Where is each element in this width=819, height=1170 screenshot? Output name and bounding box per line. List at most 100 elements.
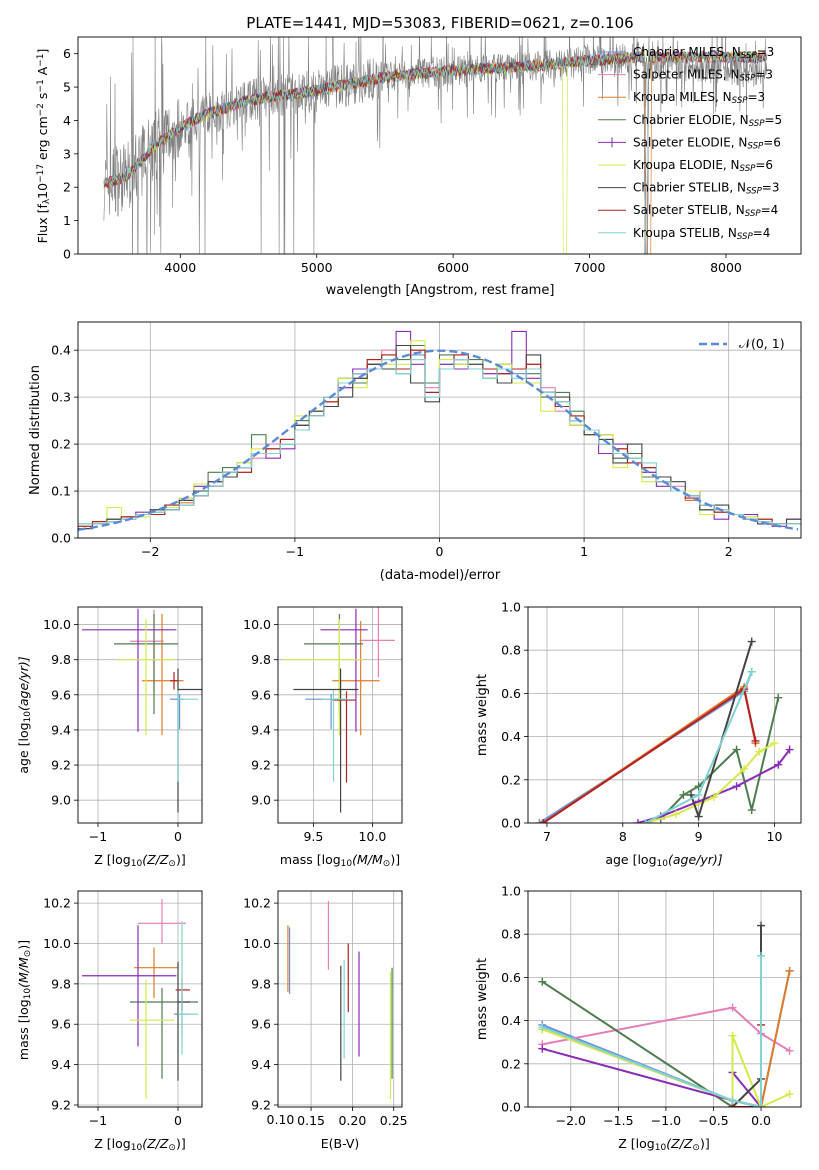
y-tick-label: 9.8	[251, 976, 271, 991]
legend-entry: Kroupa STELIB, NSSP=4	[598, 226, 770, 242]
y-tick-label: 0	[63, 247, 71, 262]
axes-frame	[77, 36, 802, 255]
legend-label-part: Chabrier STELIB, N	[633, 181, 746, 195]
axes-frame	[277, 890, 403, 1108]
x-axis-label-part: 10	[131, 1143, 143, 1153]
y-tick-label: 0.8	[501, 927, 521, 942]
series-marker	[679, 790, 688, 799]
legend-label-part: Salpeter STELIB, N	[633, 203, 745, 217]
legend-label-part: =3	[755, 68, 773, 82]
y-axis-label-part: 10	[35, 183, 50, 199]
y-tick-label: 0.4	[501, 1013, 521, 1028]
y-tick-label: 1.0	[501, 600, 521, 615]
y-axis-label-part: −17	[36, 164, 46, 183]
series-marker	[770, 739, 779, 748]
errorbar-kroupa-elodie	[118, 619, 174, 736]
x-axis-label-part: )]	[176, 1136, 186, 1151]
x-axis-label: age [log10(age/yr)]	[605, 852, 722, 869]
x-tick-label: −1.0	[651, 1113, 681, 1128]
x-axis-label-part: )]	[390, 852, 400, 867]
legend-label-part: Kroupa MILES, N	[633, 90, 732, 104]
x-tick-label: 7	[543, 829, 551, 844]
y-tick-label: 9.6	[251, 1017, 271, 1032]
y-axis-label-part: 10	[23, 988, 33, 1000]
y-tick-label: 10.0	[243, 936, 271, 951]
legend-label-part: =6	[755, 158, 773, 172]
grid	[78, 607, 202, 823]
legend-label-part: Kroupa ELODIE, N	[633, 158, 740, 172]
series-line-chabrier-elodie	[541, 980, 762, 1107]
errorbar-kroupa-stelib	[177, 690, 198, 782]
y-tick-label: 10.0	[243, 617, 271, 632]
y-axis-label-part: −1	[36, 54, 46, 67]
y-tick-label: 0.6	[501, 686, 521, 701]
series-marker	[740, 765, 749, 773]
legend-label-part: SSP	[732, 96, 749, 106]
x-tick-label: −2.0	[556, 1113, 586, 1128]
legend-label-part: =6	[763, 135, 781, 149]
y-axis-label: Flux [fλ10−17 erg cm−2 s−1 A−1]	[35, 49, 52, 244]
legend-label-part: Kroupa STELIB, N	[633, 226, 737, 240]
series-marker	[633, 819, 642, 823]
series-marker	[785, 745, 794, 754]
axes-frame	[77, 606, 203, 824]
errorbar-chabrier-stelib	[293, 668, 359, 813]
x-axis-label-part: ⊙	[383, 859, 391, 869]
legend-entry: Salpeter ELODIE, NSSP=6	[598, 135, 781, 152]
y-tick-label: 9.6	[51, 687, 71, 702]
series-marker	[774, 693, 783, 702]
x-tick-label: 10	[767, 829, 783, 844]
legend-entry: Salpeter STELIB, NSSP=4	[598, 203, 778, 219]
legend-label: Salpeter STELIB, NSSP=4	[633, 203, 778, 219]
y-axis-label-part: s	[35, 93, 50, 104]
legend-label-part: SSP	[740, 164, 757, 174]
series-line-kroupa-stelib	[541, 955, 762, 1107]
series-marker	[728, 1031, 737, 1040]
x-axis-label: Z [log10(Z/Z⊙)]	[94, 1136, 185, 1153]
x-tick-label: 0	[174, 1113, 182, 1128]
series-marker	[755, 747, 764, 756]
histogram-step-kroupa-stelib	[78, 359, 801, 525]
errorbar-kroupa-elodie	[130, 979, 174, 1099]
mass-vs-ebv-axes: 0.15 0.20 0.25 9.2 9.4 9.6 9.8 10.0 10.2	[243, 891, 408, 1128]
y-axis-label-part: ⊙	[23, 950, 33, 958]
y-tick-label: 9.4	[251, 1057, 271, 1072]
x-tick-label: −1	[286, 544, 304, 559]
legend-entry: Kroupa MILES, NSSP=3	[598, 90, 765, 106]
y-axis-label-part: A	[35, 66, 50, 79]
x-tick-label: 8	[619, 829, 627, 844]
errorbar-salpeter-miles	[138, 899, 186, 944]
y-tick-label: 10.0	[43, 617, 71, 632]
series-marker	[757, 951, 766, 960]
series-marker	[535, 819, 544, 823]
legend-entry: Chabrier MILES, NSSP=3	[598, 45, 774, 61]
axes-frame	[77, 321, 802, 539]
y-tick-label: 2	[63, 180, 71, 195]
series-marker	[747, 667, 756, 676]
x-axis-label-part: Z [log	[94, 852, 130, 867]
plot-area	[538, 921, 794, 1107]
series-marker	[728, 1096, 737, 1105]
errorbar-kroupa-miles	[142, 614, 184, 736]
x-axis-label: mass [log10(M/M⊙)]	[280, 852, 400, 869]
legend-entry: Salpeter MILES, NSSP=3	[598, 68, 773, 84]
x-axis-label-part: Z [log	[618, 1136, 654, 1151]
y-tick-label: 0.6	[501, 970, 521, 985]
x-tick-label: 9	[695, 829, 703, 844]
errorbar-salpeter-elodie	[320, 608, 368, 732]
y-axis-label-part: 10	[23, 711, 33, 723]
plot-area	[82, 608, 202, 813]
legend-label-part: =3	[757, 45, 775, 59]
series-marker	[641, 819, 650, 823]
errorbar-salpeter-elodie	[82, 608, 177, 732]
y-tick-label: 9.0	[51, 793, 71, 808]
series-marker	[728, 1003, 737, 1012]
x-tick-label: −2	[141, 544, 159, 559]
grid	[528, 606, 801, 824]
y-tick-label: 9.4	[51, 722, 71, 737]
y-axis-label-part: Flux [f	[35, 204, 50, 244]
errorbar-kroupa-miles	[134, 947, 178, 998]
x-tick-label: 4000	[164, 260, 196, 275]
legend-label-part: =3	[748, 90, 766, 104]
